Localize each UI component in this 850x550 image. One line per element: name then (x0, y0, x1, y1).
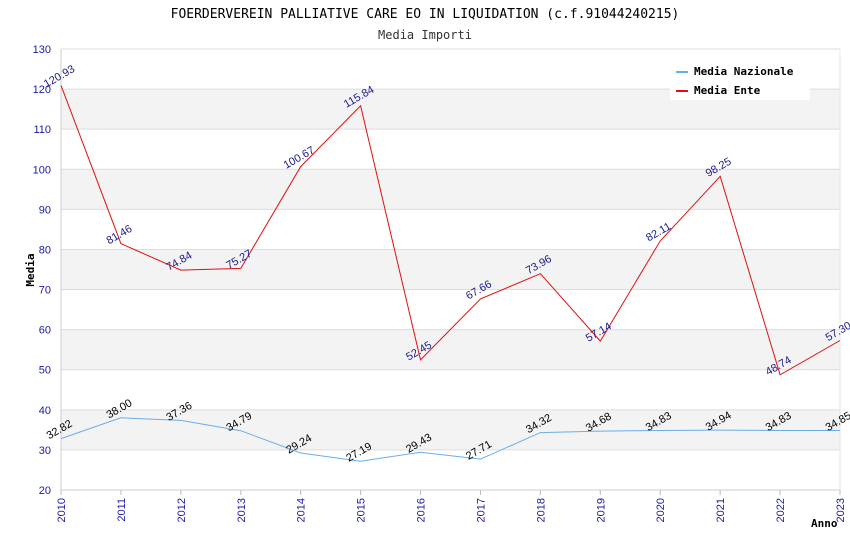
legend: Media Nazionale Media Ente (670, 60, 810, 100)
x-axis-label: Anno (811, 517, 838, 530)
x-tick-label: 2022 (775, 498, 787, 522)
x-tick-label: 2013 (236, 498, 248, 522)
y-tick-label: 30 (39, 445, 51, 457)
x-tick-label: 2023 (835, 498, 847, 522)
x-tick-label: 2015 (356, 498, 368, 522)
x-tick-label: 2018 (535, 498, 547, 522)
grid-band (61, 329, 840, 370)
series-group (60, 85, 841, 462)
legend-label: Media Nazionale (694, 65, 794, 78)
y-tick-labels: 20 30 40 50 60 70 80 90 100 110 120 130 (33, 44, 51, 497)
y-tick-label: 110 (33, 124, 51, 136)
axes (60, 49, 841, 491)
x-tick-labels: 2010 2011 2012 2013 2014 2015 2016 2017 2018 2019… (56, 490, 847, 522)
data-label: 100.67 (282, 144, 317, 171)
y-tick-label: 20 (39, 485, 51, 497)
y-tick-label: 50 (39, 365, 51, 377)
chart-title: FOERDERVEREIN PALLIATIVE CARE EO IN LIQU… (171, 7, 680, 22)
data-label: 120.93 (42, 63, 77, 90)
legend-label: Media Ente (694, 84, 761, 97)
series-line-media-nazionale (60, 417, 840, 462)
grid-band (61, 169, 840, 210)
series-line-media-ente (60, 85, 841, 376)
x-tick-label: 2016 (416, 498, 428, 522)
x-tick-label: 2019 (595, 498, 607, 522)
grid-bands (61, 89, 840, 450)
x-tick-label: 2020 (655, 498, 667, 522)
x-tick-label: 2014 (296, 498, 308, 522)
data-label: 82.11 (644, 221, 673, 245)
x-tick-label: 2021 (715, 498, 727, 522)
y-tick-label: 40 (39, 405, 51, 417)
x-tick-label: 2011 (116, 498, 128, 522)
x-tick-label: 2017 (475, 498, 487, 522)
x-tick-label: 2012 (176, 498, 188, 522)
y-tick-label: 80 (39, 244, 51, 256)
y-tick-label: 60 (39, 325, 51, 337)
x-tick-label: 2010 (56, 498, 68, 522)
legend-box (670, 60, 810, 100)
chart-subtitle: Media Importi (378, 28, 472, 42)
y-tick-label: 120 (33, 84, 51, 96)
y-tick-label: 90 (39, 204, 51, 216)
y-tick-label: 100 (33, 164, 51, 176)
data-label: 81.46 (105, 223, 135, 247)
y-tick-label: 70 (39, 285, 51, 297)
y-tick-label: 130 (33, 44, 51, 56)
y-axis-label: Media (24, 253, 37, 286)
